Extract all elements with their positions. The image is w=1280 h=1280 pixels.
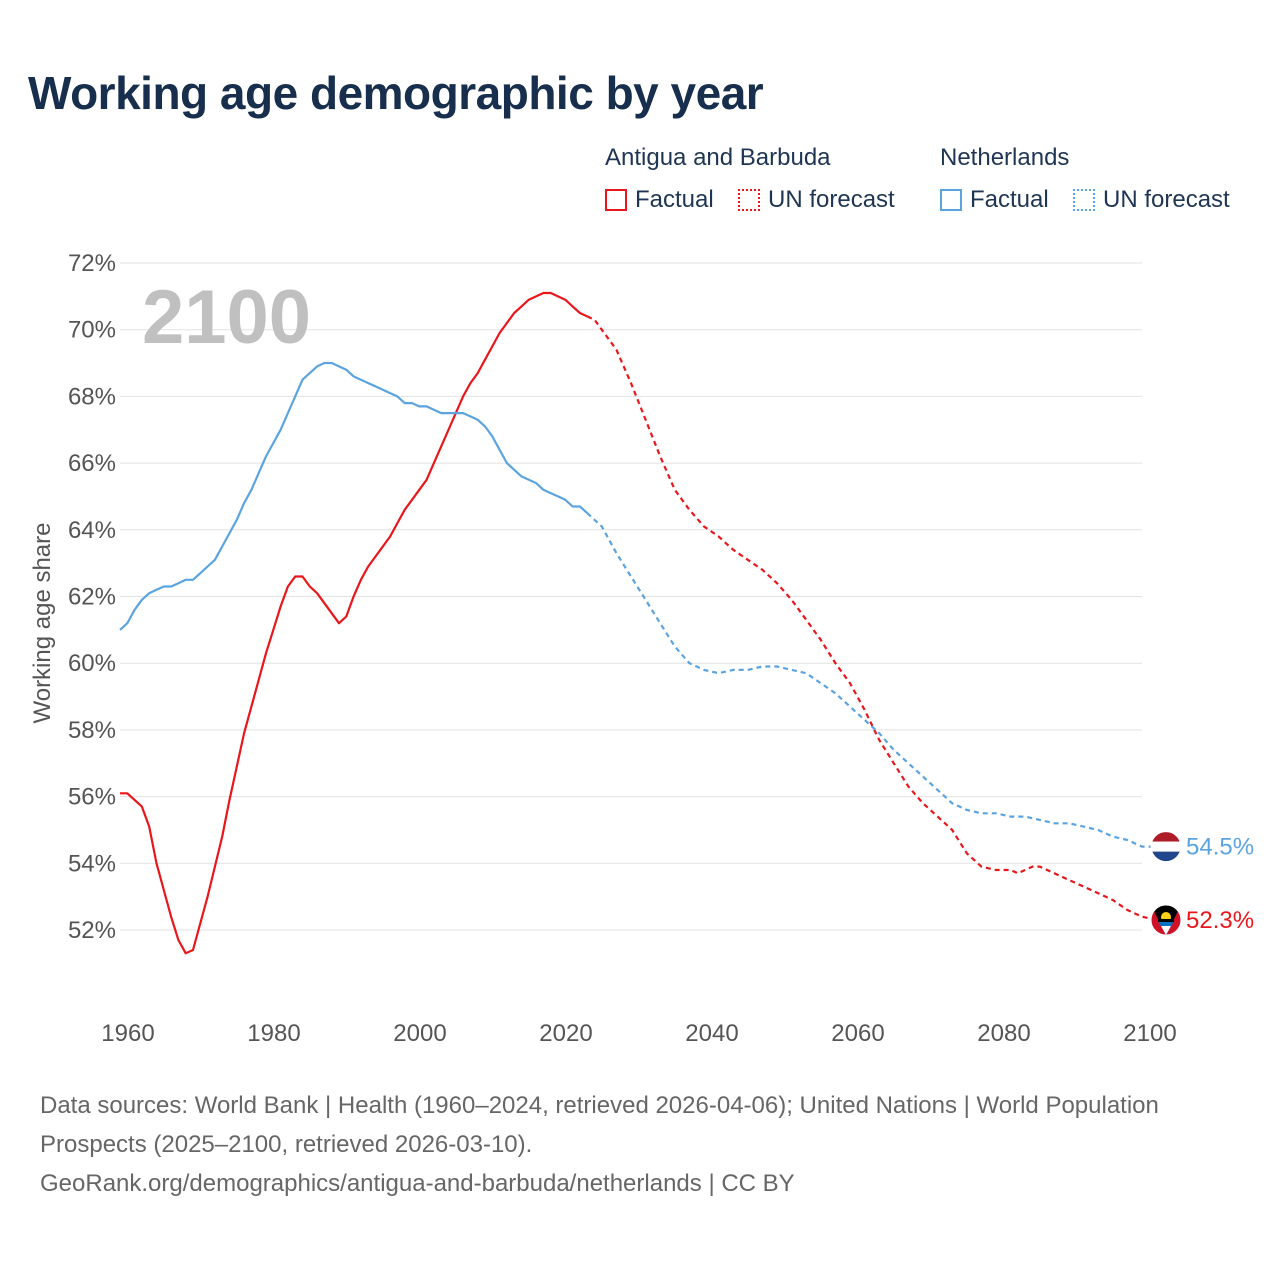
line-chart: 2100 52% 54% 56% 58% 60% 62% 64% 66% 68% 70% 72% 19…	[29, 250, 1254, 1047]
x-tick-label: 2040	[685, 1020, 738, 1047]
legend-group-antigua: Antigua and Barbuda	[605, 144, 831, 171]
y-tick-label: 60%	[68, 650, 116, 677]
x-tick-label: 2100	[1123, 1020, 1176, 1047]
x-tick-label: 2080	[977, 1020, 1030, 1047]
series-layer	[119, 291, 1157, 955]
y-tick-label: 70%	[68, 317, 116, 344]
axis-layer: 52% 54% 56% 58% 60% 62% 64% 66% 68% 70% 72% 1960 198…	[68, 250, 1177, 1047]
legend-swatch-antigua-factual	[605, 189, 627, 211]
year-watermark: 2100	[142, 275, 311, 360]
y-tick-label: 52%	[68, 917, 116, 944]
legend-swatch-netherlands-factual	[940, 189, 962, 211]
legend-group-netherlands: Netherlands	[940, 144, 1070, 171]
series-line-antigua-and-barbuda-factual	[120, 291, 588, 955]
legend-item-antigua-forecast: UN forecast	[738, 186, 895, 214]
legend-label-netherlands-forecast: UN forecast	[1103, 186, 1230, 213]
legend-item-netherlands-factual: Factual	[940, 186, 1049, 214]
y-tick-label: 72%	[68, 250, 116, 277]
legend-item-antigua-factual: Factual	[605, 186, 714, 214]
y-tick-label: 68%	[68, 383, 116, 410]
y-tick-label: 54%	[68, 850, 116, 877]
y-tick-label: 56%	[68, 784, 116, 811]
y-tick-label: 62%	[68, 584, 116, 611]
y-tick-label: 64%	[68, 517, 116, 544]
y-tick-label: 58%	[68, 717, 116, 744]
x-tick-label: 1980	[247, 1020, 300, 1047]
legend-swatch-netherlands-forecast	[1073, 189, 1095, 211]
footer-attribution: GeoRank.org/demographics/antigua-and-bar…	[40, 1170, 795, 1197]
y-axis-label: Working age share	[29, 523, 56, 724]
x-tick-label: 1960	[101, 1020, 154, 1047]
legend-label-netherlands-factual: Factual	[970, 186, 1049, 213]
legend-label-antigua-forecast: UN forecast	[768, 186, 895, 213]
grid-layer	[120, 262, 1142, 931]
footer: Data sources: World Bank | Health (1960–…	[40, 1086, 1200, 1203]
antigua-and-barbuda-flag-icon	[1150, 904, 1182, 936]
series-line-antigua-and-barbuda-forecast	[586, 315, 1157, 922]
y-tick-label: 66%	[68, 450, 116, 477]
x-tick-label: 2020	[539, 1020, 592, 1047]
footer-sources: Data sources: World Bank | Health (1960–…	[40, 1092, 1159, 1158]
x-tick-label: 2000	[393, 1020, 446, 1047]
end-label-netherlands: 54.5%	[1186, 834, 1254, 861]
legend-item-netherlands-forecast: UN forecast	[1073, 186, 1230, 214]
marker-layer: 52.3% 54.5%	[1150, 831, 1254, 936]
end-label-antigua-and-barbuda: 52.3%	[1186, 907, 1254, 934]
page-title: Working age demographic by year	[28, 67, 764, 119]
netherlands-flag-icon	[1150, 831, 1182, 863]
legend-swatch-antigua-forecast	[738, 189, 760, 211]
legend-label-antigua-factual: Factual	[635, 186, 714, 213]
series-line-netherlands-factual	[119, 361, 588, 631]
x-tick-label: 2060	[831, 1020, 884, 1047]
